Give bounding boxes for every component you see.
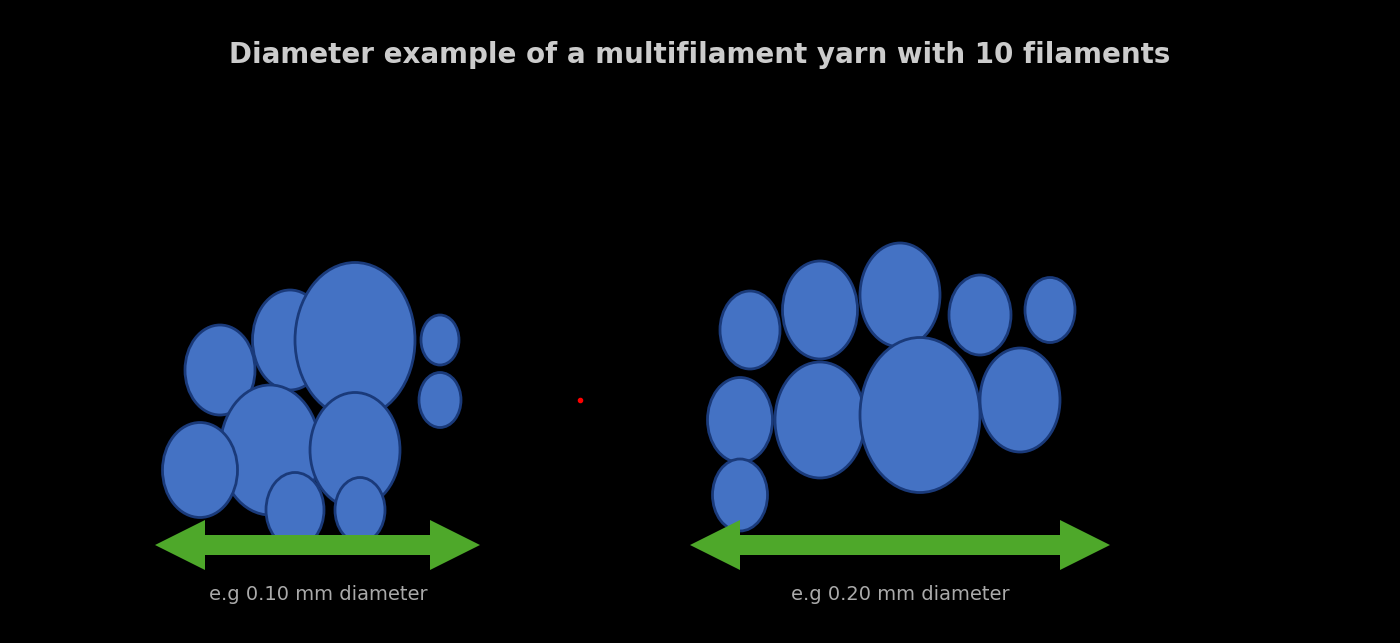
Ellipse shape (220, 385, 321, 515)
Ellipse shape (162, 422, 238, 518)
Ellipse shape (713, 459, 767, 531)
Ellipse shape (252, 290, 328, 390)
Ellipse shape (185, 325, 255, 415)
Ellipse shape (949, 275, 1011, 355)
Ellipse shape (309, 392, 400, 507)
Ellipse shape (776, 362, 865, 478)
Ellipse shape (860, 338, 980, 493)
Ellipse shape (419, 372, 461, 428)
Ellipse shape (707, 377, 773, 462)
Ellipse shape (421, 315, 459, 365)
Ellipse shape (1025, 278, 1075, 343)
Ellipse shape (783, 261, 857, 359)
Text: Diameter example of a multifilament yarn with 10 filaments: Diameter example of a multifilament yarn… (230, 41, 1170, 69)
Polygon shape (155, 520, 480, 570)
Ellipse shape (860, 243, 939, 347)
Text: e.g 0.10 mm diameter: e.g 0.10 mm diameter (209, 586, 427, 604)
Ellipse shape (720, 291, 780, 369)
Ellipse shape (266, 473, 323, 547)
Ellipse shape (980, 348, 1060, 452)
Polygon shape (690, 520, 1110, 570)
Text: e.g 0.20 mm diameter: e.g 0.20 mm diameter (791, 586, 1009, 604)
Ellipse shape (295, 262, 414, 417)
Ellipse shape (335, 478, 385, 543)
